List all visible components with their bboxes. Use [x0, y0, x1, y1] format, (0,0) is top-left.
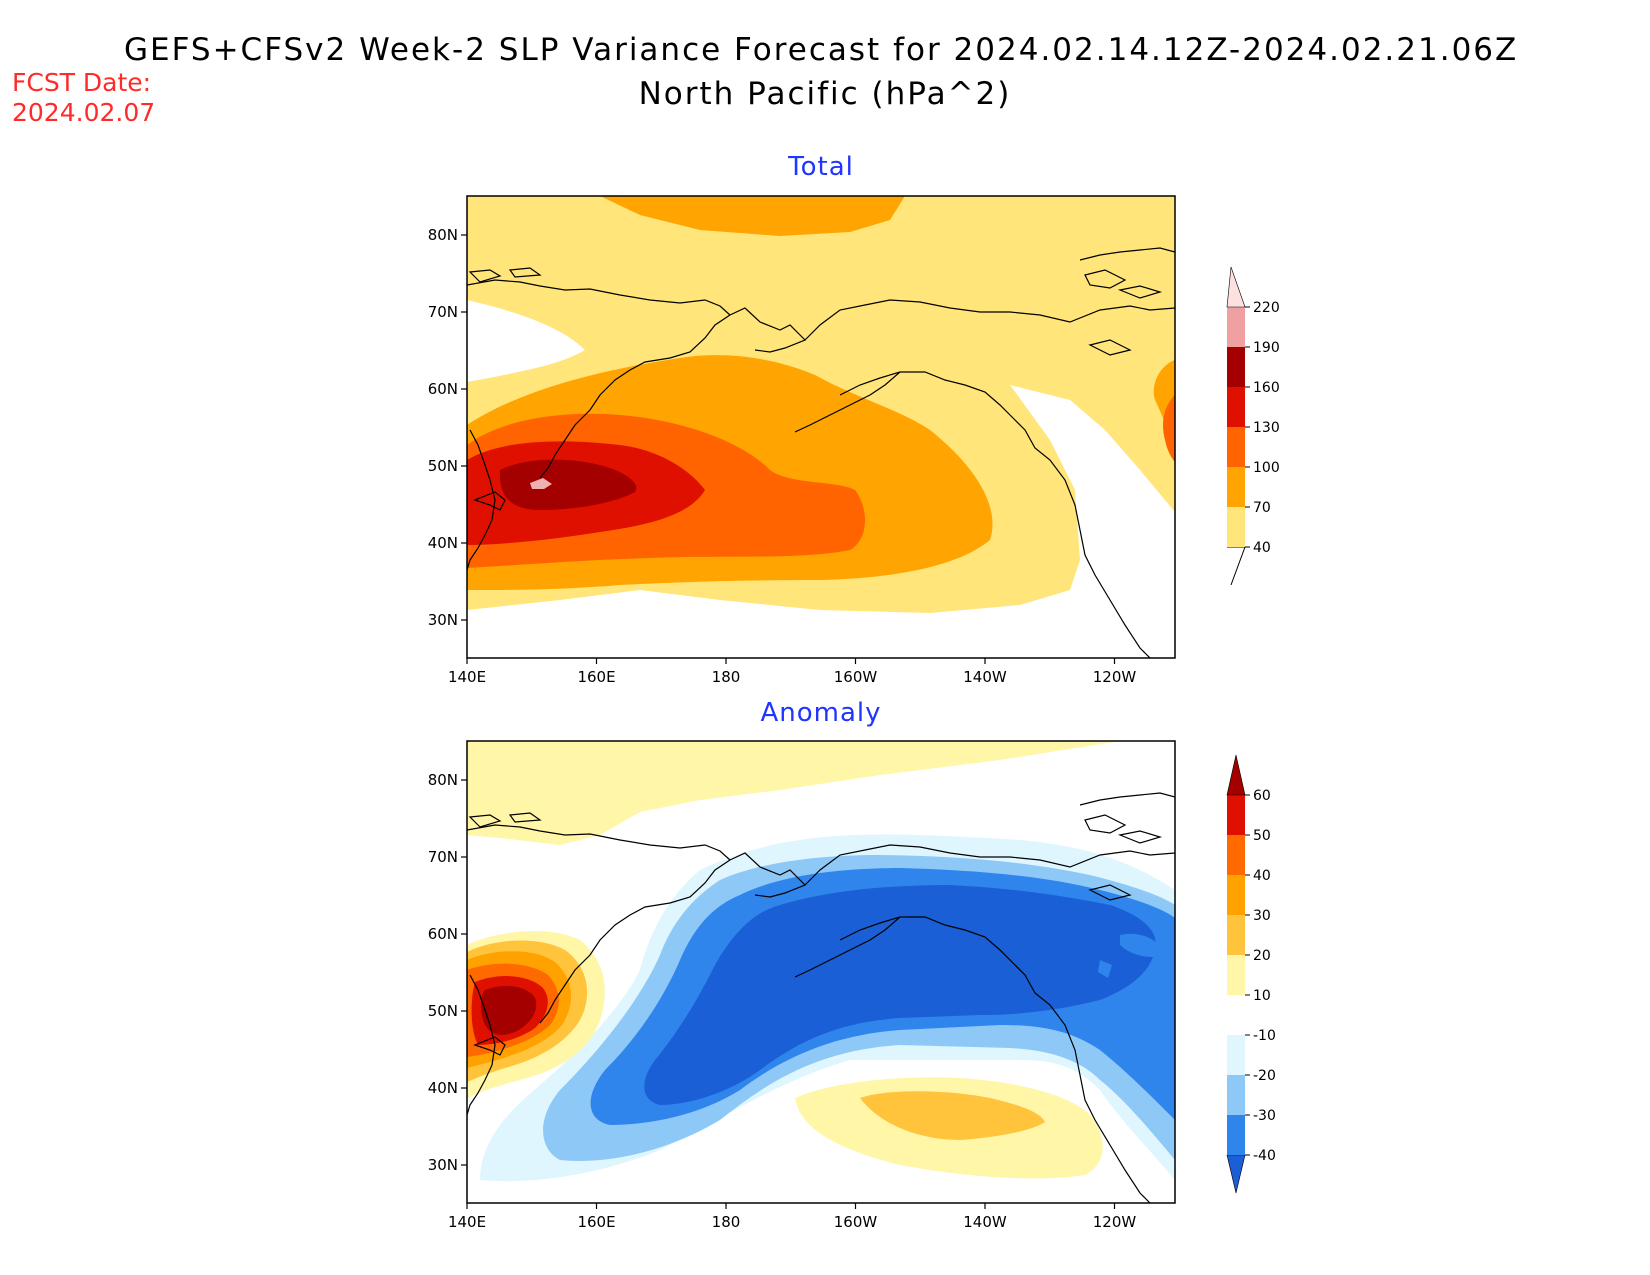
total-lon-label: 140W [963, 668, 1007, 686]
anomaly-lon-ticks: 140E 160E 180 160W 140W 120W [448, 1203, 1136, 1231]
total-colorbar-label: 100 [1253, 460, 1280, 476]
total-map-frame [466, 195, 1176, 659]
anomaly-lon-label: 160E [577, 1213, 615, 1231]
total-lat-label: 80N [428, 226, 458, 244]
total-colorbar-label: 40 [1253, 540, 1271, 556]
anomaly-lon-label: 140E [448, 1213, 486, 1231]
total-colorbar-swatch [1227, 307, 1245, 347]
anomaly-lat-label: 50N [428, 1002, 458, 1020]
anomaly-colorbar-swatch [1227, 955, 1245, 995]
total-colorbar-swatch [1227, 347, 1245, 387]
anomaly-contour-fill [467, 741, 1175, 1203]
anomaly-colorbar-label: 40 [1253, 868, 1271, 884]
anomaly-colorbar-swatch [1227, 915, 1245, 955]
figure-title-line2: North Pacific (hPa^2) [638, 76, 1012, 112]
anomaly-colorbar-label: -30 [1253, 1108, 1276, 1124]
total-lat-label: 50N [428, 457, 458, 475]
anomaly-colorbar-label: -10 [1253, 1028, 1276, 1044]
total-lon-label: 160E [577, 668, 615, 686]
total-colorbar-swatch [1227, 387, 1245, 427]
total-colorbar-arrow-high [1226, 266, 1246, 308]
anomaly-lon-label: 180 [712, 1213, 741, 1231]
anomaly-lat-label: 70N [428, 848, 458, 866]
anomaly-colorbar-swatch [1227, 995, 1245, 1035]
total-coastlines [467, 247, 1175, 658]
anomaly-colorbar-swatch [1227, 835, 1245, 875]
forecast-date-label: FCST Date: [12, 68, 152, 97]
anomaly-colorbar-label: -40 [1253, 1148, 1276, 1164]
anomaly-lon-label: 140W [963, 1213, 1007, 1231]
total-colorbar: 40 70 100 130 160 190 220 [1226, 266, 1280, 586]
anomaly-colorbar-swatch [1227, 1115, 1245, 1155]
anomaly-lat-label: 30N [428, 1156, 458, 1174]
anomaly-colorbar-swatch [1227, 795, 1245, 835]
anomaly-lat-ticks: 80N 70N 60N 50N 40N 30N [428, 771, 467, 1174]
total-colorbar-label: 190 [1253, 340, 1280, 356]
anomaly-colorbar-label: 30 [1253, 908, 1271, 924]
total-colorbar-swatch [1227, 467, 1245, 507]
anomaly-lat-label: 80N [428, 771, 458, 789]
total-lon-ticks: 140E 160E 180 160W 140W 120W [448, 658, 1136, 686]
anomaly-colorbar-label: 50 [1253, 828, 1271, 844]
anomaly-colorbar-swatch [1227, 1075, 1245, 1115]
anomaly-colorbar-label: 20 [1253, 948, 1271, 964]
total-lat-ticks: 80N 70N 60N 50N 40N 30N [428, 226, 467, 629]
total-map-panel: 80N 70N 60N 50N 40N 30N 140E 160E 180 160W 140W 12… [428, 195, 1176, 686]
anomaly-colorbar-swatch [1227, 875, 1245, 915]
figure-title-line1: GEFS+CFSv2 Week-2 SLP Variance Forecast … [124, 32, 1519, 68]
anomaly-map-frame [466, 740, 1176, 1204]
total-panel-title: Total [788, 152, 854, 182]
total-colorbar-label: 160 [1253, 380, 1280, 396]
anomaly-panel-title: Anomaly [760, 698, 882, 728]
total-lon-label: 160W [834, 668, 878, 686]
total-colorbar-label: 70 [1253, 500, 1271, 516]
total-lon-label: 140E [448, 668, 486, 686]
anomaly-lat-label: 60N [428, 925, 458, 943]
total-lat-label: 60N [428, 380, 458, 398]
total-lat-label: 40N [428, 534, 458, 552]
total-colorbar-arrow-low [1227, 546, 1246, 586]
anomaly-lon-label: 120W [1093, 1213, 1137, 1231]
total-colorbar-label: 130 [1253, 420, 1280, 436]
anomaly-map-panel: 80N 70N 60N 50N 40N 30N 140E 160E 180 160W 140W 12… [428, 740, 1176, 1231]
total-lon-label: 120W [1093, 668, 1137, 686]
total-lat-label: 30N [428, 611, 458, 629]
anomaly-lat-label: 40N [428, 1079, 458, 1097]
total-colorbar-label: 220 [1253, 300, 1280, 316]
anomaly-colorbar: -40 -30 -20 -10 10 20 30 40 50 60 [1226, 754, 1276, 1194]
total-lon-label: 180 [712, 668, 741, 686]
forecast-date-value: 2024.02.07 [12, 98, 156, 127]
anomaly-lon-label: 160W [834, 1213, 878, 1231]
anomaly-colorbar-arrow-high [1226, 754, 1246, 796]
anomaly-colorbar-label: 10 [1253, 988, 1271, 1004]
total-colorbar-swatch [1227, 507, 1245, 547]
anomaly-colorbar-arrow-low [1226, 1154, 1246, 1194]
anomaly-colorbar-label: 60 [1253, 788, 1271, 804]
anomaly-colorbar-label: -20 [1253, 1068, 1276, 1084]
anomaly-coastlines [467, 792, 1175, 1203]
total-contour-fill [467, 196, 1175, 658]
total-colorbar-swatch [1227, 427, 1245, 467]
anomaly-colorbar-swatch [1227, 1035, 1245, 1075]
total-lat-label: 70N [428, 303, 458, 321]
